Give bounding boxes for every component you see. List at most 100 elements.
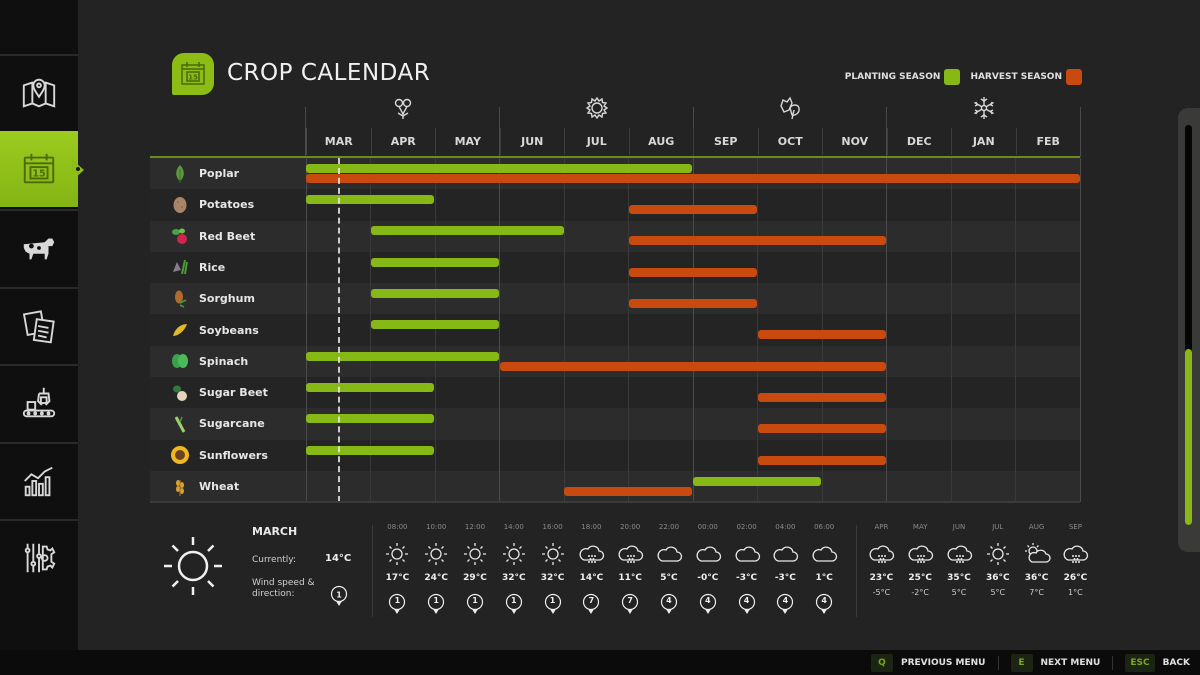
sugar-beet-icon xyxy=(170,383,190,403)
forecast-high: 25°C xyxy=(908,573,933,583)
legend-planting-swatch xyxy=(944,69,961,85)
weather-cloud-icon xyxy=(655,541,683,567)
hour-time: 14:00 xyxy=(503,523,524,531)
svg-text:1: 1 xyxy=(336,591,342,600)
sun-icon xyxy=(164,537,222,595)
crop-row-rice[interactable] xyxy=(150,251,1080,284)
hour-temperature: 11°C xyxy=(618,573,642,583)
scrollbar-track[interactable] xyxy=(1185,125,1192,525)
crop-label-soybeans: Soybeans xyxy=(170,315,259,346)
sidebar-item-map[interactable] xyxy=(0,54,78,130)
current-date-marker xyxy=(338,158,340,502)
legend-harvest-label: HARVEST SEASON xyxy=(970,72,1062,82)
planting-bar-potatoes xyxy=(306,195,434,204)
scrollbar-thumb[interactable] xyxy=(1185,349,1192,525)
hour-time: 18:00 xyxy=(581,523,602,531)
sidebar-item-animals[interactable] xyxy=(0,209,78,285)
hour-time: 22:00 xyxy=(658,523,680,531)
grid-line xyxy=(886,158,887,502)
crop-row-wheat[interactable] xyxy=(150,471,1080,503)
footer-divider xyxy=(1112,655,1114,670)
sidebar-item-contracts[interactable] xyxy=(0,287,78,363)
wind-direction-indicator: 1 xyxy=(330,585,348,607)
previous-menu-button[interactable]: Q PREVIOUS MENU xyxy=(870,653,986,672)
crop-label-spinach: Spinach xyxy=(170,346,248,377)
wind-pin-icon: 4 xyxy=(738,593,756,615)
cow-icon xyxy=(23,238,55,260)
forecast-month: JUN xyxy=(952,523,966,531)
wind-label-2: direction: xyxy=(252,589,295,599)
wind-label-1: Wind speed & xyxy=(252,578,315,588)
sidebar-item-calendar[interactable]: 15 xyxy=(0,131,80,207)
forecast-month: APR xyxy=(874,523,889,531)
back-button[interactable]: ESC BACK xyxy=(1125,653,1190,672)
crop-row-sunflowers[interactable] xyxy=(150,439,1080,471)
hour-time: 10:00 xyxy=(426,523,447,531)
weather-cloud-icon xyxy=(810,541,838,567)
crop-row-spinach[interactable] xyxy=(150,345,1080,378)
hour-temperature: -0°C xyxy=(697,573,719,583)
planting-bar-red-beet xyxy=(371,226,564,235)
planting-bar-poplar xyxy=(306,164,692,173)
monthly-column: JUN 35°C 5°C xyxy=(940,523,979,597)
next-menu-button[interactable]: E NEXT MENU xyxy=(1010,653,1100,672)
weather-sun-icon xyxy=(984,541,1012,567)
sidebar-item-production[interactable] xyxy=(0,364,78,440)
sidebar-item-statistics[interactable] xyxy=(0,442,78,518)
weather-rain-icon xyxy=(577,541,605,567)
sidebar-item-settings[interactable] xyxy=(0,519,78,595)
crop-row-sugarcane[interactable] xyxy=(150,408,1080,440)
hourly-column: 16:00 32°C 1 xyxy=(533,523,572,615)
potato-icon xyxy=(170,195,190,215)
season-divider xyxy=(1080,107,1081,157)
back-label: BACK xyxy=(1162,657,1190,668)
grid-line xyxy=(1080,158,1081,502)
page-title: CROP CALENDAR xyxy=(227,60,431,86)
crop-row-soybeans[interactable] xyxy=(150,314,1080,346)
grid-line xyxy=(1015,158,1016,502)
weather-rain-icon xyxy=(867,541,895,567)
planting-bar-sorghum xyxy=(371,289,499,298)
svg-text:15: 15 xyxy=(32,169,45,180)
crop-row-sorghum[interactable] xyxy=(150,283,1080,315)
harvest-bar-potatoes xyxy=(629,205,757,214)
harvest-bar-spinach xyxy=(500,362,886,371)
forecast-low: -2°C xyxy=(911,588,929,597)
crop-label-red-beet: Red Beet xyxy=(170,221,255,252)
grid-bottom-line xyxy=(150,501,1080,503)
grid-line xyxy=(370,158,371,502)
hourly-column: 08:00 17°C 1 xyxy=(378,523,417,615)
crop-row-red-beet[interactable] xyxy=(150,220,1080,252)
month-oct: OCT xyxy=(757,128,823,155)
harvest-bar-sugarcane xyxy=(758,424,886,433)
crop-row-sugar-beet[interactable] xyxy=(150,377,1080,409)
crop-name: Rice xyxy=(199,260,226,274)
month-header: MAR APR MAY JUN JUL AUG SEP OCT NOV DEC … xyxy=(306,128,1080,155)
harvest-bar-soybeans xyxy=(758,330,886,339)
hour-temperature: 1°C xyxy=(815,573,833,583)
weather-rain-icon xyxy=(1061,541,1089,567)
harvest-bar-red-beet xyxy=(629,236,886,245)
hour-temperature: -3°C xyxy=(774,573,796,583)
crop-name: Sorghum xyxy=(199,292,255,306)
crop-row-poplar[interactable] xyxy=(150,158,1080,190)
currently-label: Currently: xyxy=(252,555,297,565)
weather-sun-icon xyxy=(422,541,450,567)
weather-sun-icon xyxy=(500,541,528,567)
crop-name: Sugar Beet xyxy=(199,386,268,400)
hour-temperature: 17°C xyxy=(385,573,410,583)
hour-time: 12:00 xyxy=(464,523,486,531)
crop-row-potatoes[interactable] xyxy=(150,189,1080,221)
harvest-bar-poplar xyxy=(306,174,1080,183)
hourly-column: 22:00 5°C 4 xyxy=(650,523,689,615)
svg-text:15: 15 xyxy=(188,74,198,82)
hourly-column: 14:00 32°C 1 xyxy=(494,523,533,615)
legend-harvest: HARVEST SEASON xyxy=(970,69,1082,85)
crop-label-wheat: Wheat xyxy=(170,471,239,502)
crop-name: Soybeans xyxy=(199,323,259,337)
wind-pin-icon: 1 xyxy=(388,593,406,615)
month-may: MAY xyxy=(435,128,500,155)
rice-icon xyxy=(170,257,190,277)
crop-label-sugar-beet: Sugar Beet xyxy=(170,377,268,408)
monthly-column: MAY 25°C -2°C xyxy=(901,523,940,597)
